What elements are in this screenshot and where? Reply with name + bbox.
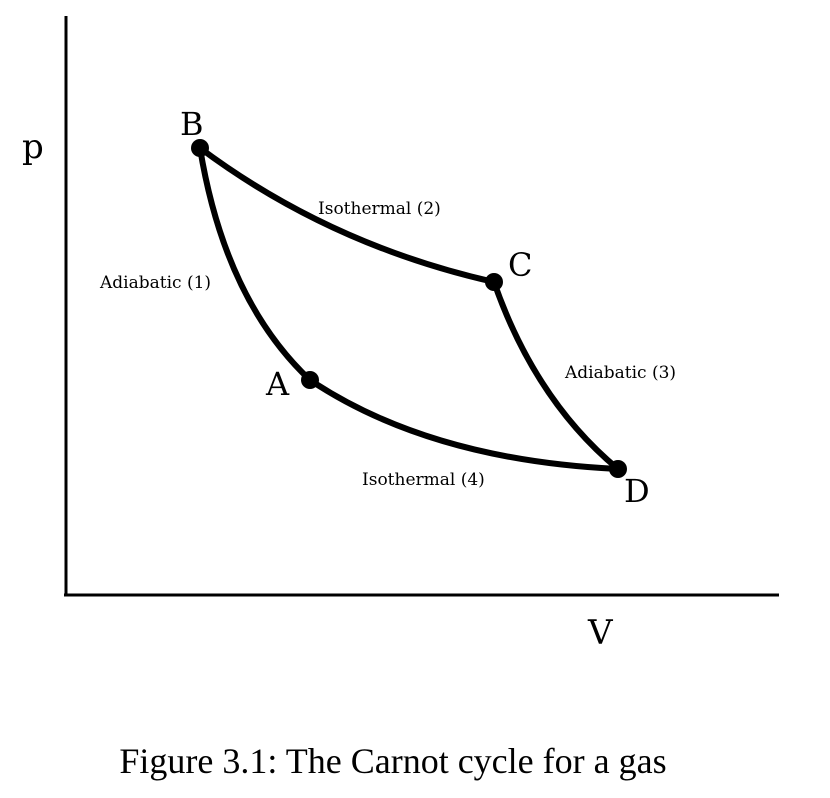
- point-c-marker: [485, 273, 503, 291]
- y-axis-label: p: [22, 127, 44, 167]
- adiabatic-3-curve: [491, 279, 621, 472]
- point-d-label: D: [624, 472, 650, 510]
- isothermal-2-curve: [197, 145, 497, 285]
- point-b-label: B: [180, 105, 204, 143]
- adiabatic-1-curve: [197, 145, 313, 383]
- figure-caption: Figure 3.1: The Carnot cycle for a gas: [119, 741, 667, 781]
- point-a-marker: [301, 371, 319, 389]
- point-b-marker: [191, 139, 209, 157]
- point-d-marker: [609, 460, 627, 478]
- adiabatic-1-label: Adiabatic (1): [99, 273, 211, 293]
- isothermal-2-label: Isothermal (2): [318, 199, 441, 219]
- x-axis-label: V: [587, 613, 614, 653]
- adiabatic-3-label: Adiabatic (3): [564, 363, 676, 383]
- isothermal-4-label: Isothermal (4): [362, 470, 485, 490]
- isothermal-4-curve: [307, 377, 621, 472]
- point-a-label: A: [265, 365, 290, 403]
- point-c-label: C: [508, 246, 532, 284]
